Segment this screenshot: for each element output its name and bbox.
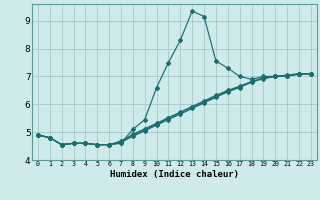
X-axis label: Humidex (Indice chaleur): Humidex (Indice chaleur) (110, 170, 239, 179)
